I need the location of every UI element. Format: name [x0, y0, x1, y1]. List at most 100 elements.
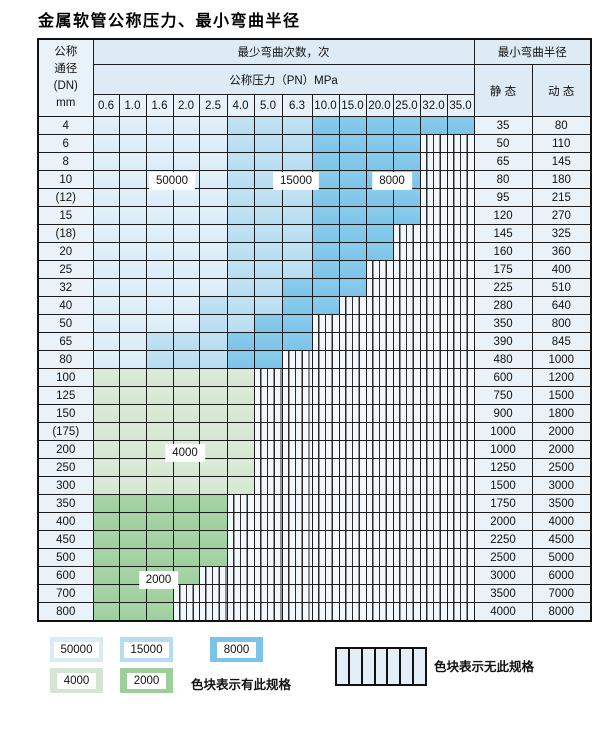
- spec-cell-15: [281, 188, 313, 207]
- spec-cell-50: [118, 242, 147, 261]
- spec-cell-15: [253, 134, 283, 153]
- spec-cell-8: [365, 206, 394, 225]
- spec-cell-x: [446, 134, 475, 153]
- spec-cell-50: [198, 170, 228, 189]
- spec-cell-x: [253, 440, 283, 459]
- dynamic-radius-cell: 1000: [531, 350, 592, 369]
- static-radius-cell: 2000: [473, 512, 533, 531]
- spec-cell-x: [419, 296, 448, 315]
- spec-cell-8: [365, 242, 394, 261]
- spec-cell-50: [145, 188, 174, 207]
- spec-cell-x: [365, 476, 394, 495]
- spec-cell-x: [419, 350, 448, 369]
- spec-cell-x: [392, 260, 421, 279]
- spec-cell-8: [446, 116, 475, 135]
- spec-cell-50: [198, 188, 228, 207]
- dn-cell: 700: [37, 584, 94, 603]
- legend-swatch-label: 50000: [53, 641, 100, 658]
- spec-cell-x: [419, 242, 448, 261]
- static-radius-cell: 1750: [473, 494, 533, 513]
- pressure-col-header: 15.0: [338, 94, 367, 117]
- table-row: 100 600 1200: [37, 368, 592, 387]
- static-radius-cell: 2500: [473, 548, 533, 567]
- spec-cell-x: [198, 584, 228, 603]
- region-value-label: 15000: [274, 173, 318, 190]
- spec-cell-50: [145, 242, 174, 261]
- spec-cell-8: [338, 206, 367, 225]
- spec-cell-15: [281, 152, 313, 171]
- spec-cell-15: [226, 206, 255, 225]
- spec-cell-x: [338, 332, 367, 351]
- spec-cell-x: [281, 440, 313, 459]
- pressure-col-header: 35.0: [446, 94, 475, 117]
- dn-cell: 300: [37, 476, 94, 495]
- spec-cell-x: [253, 566, 283, 585]
- spec-cell-x: [338, 476, 367, 495]
- spec-cell-50: [118, 170, 147, 189]
- spec-cell-50: [118, 332, 147, 351]
- legend-swatch-15000: 15000: [120, 637, 173, 662]
- spec-cell-4: [226, 440, 255, 459]
- spec-cell-x: [365, 260, 394, 279]
- spec-cell-x: [226, 512, 255, 531]
- spec-cell-2: [118, 512, 147, 531]
- static-radius-cell: 390: [473, 332, 533, 351]
- spec-cell-8: [392, 134, 421, 153]
- dn-cell: 25: [37, 260, 94, 279]
- static-radius-cell: 480: [473, 350, 533, 369]
- spec-cell-x: [338, 584, 367, 603]
- pressure-col-header: 10.0: [311, 94, 340, 117]
- spec-cell-8: [311, 116, 340, 135]
- spec-cell-x: [392, 458, 421, 477]
- spec-cell-x: [311, 494, 340, 513]
- table-row: 6 50 110: [37, 134, 592, 153]
- spec-cell-x: [311, 404, 340, 423]
- spec-cell-x: [446, 314, 475, 333]
- spec-cell-x: [253, 458, 283, 477]
- spec-cell-x: [419, 512, 448, 531]
- spec-cell-x: [281, 494, 313, 513]
- table-row: 250 1250 2500: [37, 458, 592, 477]
- spec-cell-x: [419, 152, 448, 171]
- legend-swatch-label: 8000: [216, 641, 257, 658]
- spec-cell-x: [419, 224, 448, 243]
- spec-cell-x: [338, 602, 367, 622]
- static-radius-cell: 900: [473, 404, 533, 423]
- spec-cell-x: [392, 368, 421, 387]
- spec-cell-x: [446, 260, 475, 279]
- legend-swatch-label: 15000: [123, 641, 170, 658]
- static-radius-cell: 65: [473, 152, 533, 171]
- spec-cell-4: [172, 476, 200, 495]
- spec-cell-50: [172, 260, 200, 279]
- spec-cell-4: [226, 476, 255, 495]
- spec-cell-15: [253, 242, 283, 261]
- spec-cell-15: [226, 242, 255, 261]
- spec-cell-x: [253, 512, 283, 531]
- spec-cell-4: [172, 458, 200, 477]
- spec-cell-x: [226, 566, 255, 585]
- spec-cell-2: [145, 494, 174, 513]
- spec-cell-4: [145, 368, 174, 387]
- spec-cell-x: [338, 494, 367, 513]
- spec-cell-8: [338, 170, 367, 189]
- spec-cell-2: [145, 512, 174, 531]
- static-radius-cell: 350: [473, 314, 533, 333]
- pressure-col-header: 20.0: [365, 94, 394, 117]
- dn-header-line: 公称: [54, 45, 78, 58]
- static-radius-cell: 3000: [473, 566, 533, 585]
- spec-cell-x: [392, 314, 421, 333]
- dn-cell: 250: [37, 458, 94, 477]
- spec-cell-x: [338, 386, 367, 405]
- spec-cell-2: [92, 530, 120, 549]
- spec-cell-x: [392, 566, 421, 585]
- pressure-col-header: 1.6: [145, 94, 174, 117]
- spec-cell-4: [226, 368, 255, 387]
- dynamic-radius-cell: 270: [531, 206, 592, 225]
- legend-unavailable-text: 色块表示无此规格: [434, 660, 535, 674]
- dynamic-radius-cell: 6000: [531, 566, 592, 585]
- spec-cell-50: [198, 224, 228, 243]
- legend-swatch-2000: 2000: [120, 668, 173, 693]
- pressure-col-header: 2.5: [198, 94, 228, 117]
- spec-cell-2: [92, 602, 120, 622]
- table-row: 500 2500 5000: [37, 548, 592, 567]
